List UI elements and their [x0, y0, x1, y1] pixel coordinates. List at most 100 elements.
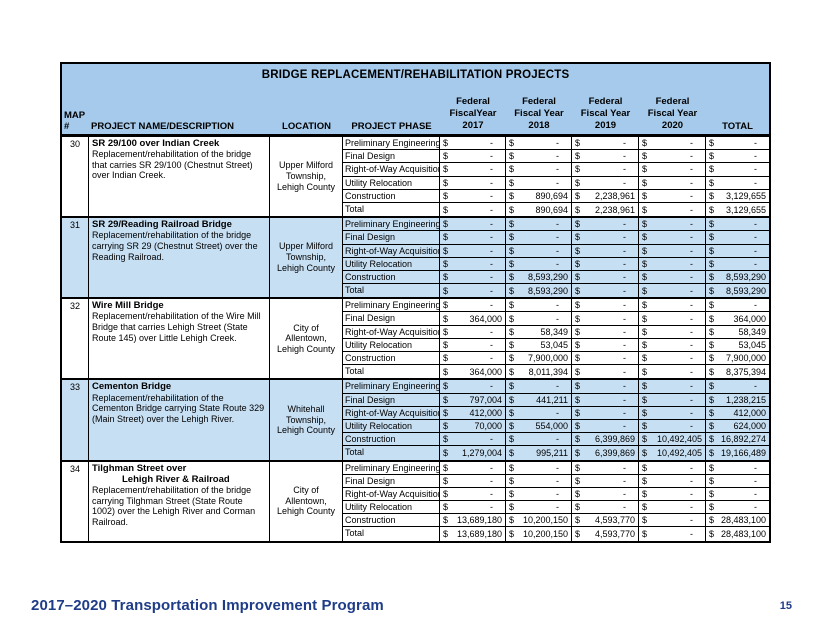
amount-value: - — [690, 245, 693, 256]
money-cell: $ - — [639, 284, 706, 298]
amount-value: 4,593,770 — [594, 529, 635, 540]
currency-symbol: $ — [642, 421, 648, 432]
currency-symbol: $ — [443, 529, 449, 540]
money-cell: $ - — [506, 461, 572, 475]
amount-value: 70,000 — [474, 421, 502, 432]
amount-value: - — [490, 245, 493, 256]
currency-symbol: $ — [642, 258, 648, 269]
currency-symbol: $ — [443, 258, 449, 269]
currency-symbol: $ — [642, 177, 648, 188]
currency-symbol: $ — [509, 258, 515, 269]
currency-symbol: $ — [443, 366, 449, 377]
money-cell: $ - — [639, 312, 706, 326]
currency-symbol: $ — [642, 164, 648, 175]
money-cell: $ - — [639, 218, 706, 232]
currency-symbol: $ — [709, 394, 715, 405]
amount-value: - — [490, 204, 493, 215]
amount-value: 28,483,100 — [720, 515, 766, 526]
project-grid: 34 Tilghman Street over Lehigh River & Rai… — [62, 461, 769, 541]
currency-symbol: $ — [509, 421, 515, 432]
money-cell: $16,892,274 — [706, 433, 769, 447]
phase-label: Final Design — [343, 231, 440, 245]
col-header-ffy-2019: Federal Fiscal Year 2019 — [580, 96, 631, 132]
currency-symbol: $ — [575, 475, 581, 486]
currency-symbol: $ — [509, 394, 515, 405]
money-cell: $ - — [706, 474, 769, 488]
currency-symbol: $ — [709, 232, 715, 243]
money-cell: $554,000 — [506, 419, 572, 434]
amount-value: - — [754, 138, 757, 149]
currency-symbol: $ — [575, 366, 581, 377]
amount-value: - — [490, 353, 493, 364]
map-number: 34 — [62, 461, 89, 541]
money-cell: $ - — [572, 380, 639, 394]
money-cell: $53,045 — [506, 338, 572, 352]
money-cell: $1,238,215 — [706, 393, 769, 407]
currency-symbol: $ — [443, 515, 449, 526]
currency-symbol: $ — [443, 475, 449, 486]
currency-symbol: $ — [443, 245, 449, 256]
amount-value: - — [690, 138, 693, 149]
amount-value: - — [690, 421, 693, 432]
amount-value: - — [556, 164, 559, 175]
money-cell: $ - — [572, 284, 639, 298]
amount-value: - — [623, 475, 626, 486]
amount-value: 3,129,655 — [725, 204, 766, 215]
footer-page-number: 15 — [779, 600, 792, 612]
currency-symbol: $ — [709, 515, 715, 526]
amount-value: - — [490, 190, 493, 201]
currency-symbol: $ — [642, 515, 648, 526]
currency-symbol: $ — [709, 300, 715, 311]
money-cell: $ - — [506, 244, 572, 258]
currency-symbol: $ — [443, 219, 449, 230]
currency-symbol: $ — [709, 353, 715, 364]
money-cell: $ - — [440, 284, 506, 298]
amount-value: - — [556, 258, 559, 269]
money-cell: $ - — [572, 419, 639, 434]
currency-symbol: $ — [443, 177, 449, 188]
amount-value: - — [623, 300, 626, 311]
currency-symbol: $ — [642, 219, 648, 230]
currency-symbol: $ — [443, 434, 449, 445]
project-description: Replacement/rehabilitation of the Wire M… — [92, 311, 261, 343]
currency-symbol: $ — [642, 339, 648, 350]
phase-label: Construction — [343, 352, 440, 366]
money-cell: $ - — [639, 393, 706, 407]
money-cell: $ - — [506, 380, 572, 394]
money-cell: $ - — [440, 189, 506, 203]
money-cell: $ - — [639, 380, 706, 394]
amount-value: - — [754, 488, 757, 499]
currency-symbol: $ — [575, 204, 581, 215]
amount-value: 58,349 — [738, 326, 766, 337]
money-cell: $ - — [440, 380, 506, 394]
money-cell: $ - — [706, 231, 769, 245]
amount-value: 10,200,150 — [522, 515, 568, 526]
currency-symbol: $ — [575, 326, 581, 337]
amount-value: - — [556, 488, 559, 499]
phase-label: Total — [343, 446, 440, 460]
currency-symbol: $ — [709, 447, 715, 458]
currency-symbol: $ — [443, 339, 449, 350]
money-cell: $ - — [706, 380, 769, 394]
money-cell: $ - — [639, 270, 706, 285]
project-grid: 33 Cementon Bridge Replacement/rehabilitat… — [62, 380, 769, 460]
currency-symbol: $ — [642, 300, 648, 311]
money-cell: $8,593,290 — [706, 284, 769, 298]
money-cell: $ - — [572, 406, 639, 420]
currency-symbol: $ — [443, 394, 449, 405]
amount-value: - — [623, 502, 626, 513]
money-cell: $1,279,004 — [440, 446, 506, 460]
amount-value: - — [754, 245, 757, 256]
amount-value: - — [690, 177, 693, 188]
project-block: 31 SR 29/Reading Railroad Bridge Replaceme… — [62, 218, 769, 300]
amount-value: - — [690, 232, 693, 243]
amount-value: 16,892,274 — [720, 434, 766, 445]
phase-label: Final Design — [343, 150, 440, 164]
phase-label: Total — [343, 284, 440, 298]
money-cell: $ - — [506, 231, 572, 245]
footer-document-title: 2017–2020 Transportation Improvement Pro… — [31, 597, 384, 614]
amount-value: - — [556, 502, 559, 513]
money-cell: $4,593,770 — [572, 527, 639, 541]
money-cell: $10,200,150 — [506, 527, 572, 541]
amount-value: 6,399,869 — [594, 434, 635, 445]
